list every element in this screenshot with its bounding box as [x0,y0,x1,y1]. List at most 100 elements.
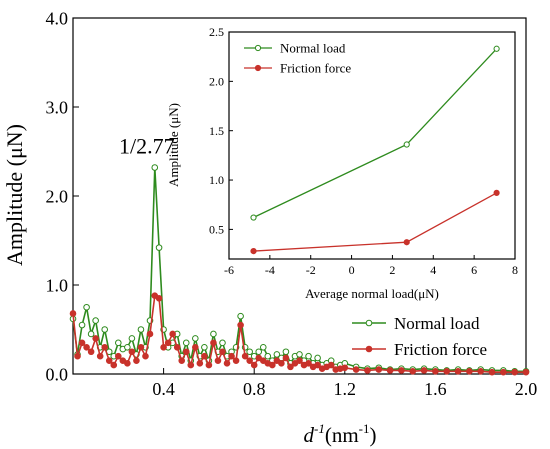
series-point-1 [201,352,208,360]
series-point-1 [214,357,222,364]
x-tick-label: -4 [265,263,275,277]
series-point-1 [386,367,394,374]
x-label-unit: (nm [325,423,359,447]
y-tick-label: 2.0 [46,186,69,206]
x-tick-label: 6 [471,263,477,277]
y-tick-label: 2.5 [209,25,224,39]
series-point-1 [522,368,530,376]
series-point-0 [305,352,312,360]
series-point-1 [269,361,276,369]
series-point-1 [403,239,410,246]
x-label-symbol: d [303,423,314,447]
series-point-0 [493,45,500,52]
series-point-0 [273,351,281,358]
series-point-1 [237,321,244,329]
series-point-0 [192,335,199,342]
series-point-1 [282,354,290,362]
inset-x-ticks: -6 -4 -2 0 2 4 6 8 [224,255,518,277]
series-point-0 [282,348,290,356]
series-point-1 [477,368,485,375]
series-point-1 [83,344,90,351]
series-point-0 [92,317,99,324]
series-point-0 [201,344,208,351]
series-point-1 [420,367,428,374]
series-point-0 [219,339,226,347]
series-point-0 [210,330,217,338]
x-label-unit-superscript: -1 [359,421,370,436]
series-point-1 [74,352,81,360]
series-point-1 [250,361,258,369]
series-point-1 [314,361,321,369]
x-label-superscript: -1 [314,421,325,436]
series-point-0 [255,348,263,356]
series-point-1 [192,344,199,351]
series-point-0 [151,164,159,171]
series-point-1 [105,357,113,364]
series-point-1 [228,352,235,360]
series-point-1 [278,360,285,367]
series-point-1 [219,348,226,356]
series-point-1 [124,360,131,367]
series-point-0 [403,141,410,148]
series-point-0 [246,348,253,356]
series-point-0 [101,326,109,333]
peak-annotation: 1/2.77 [119,134,175,159]
x-tick-label: 8 [512,263,518,277]
x-tick-label: 0.8 [243,379,266,399]
inset-series-layer [250,45,500,255]
series-point-1 [223,360,231,367]
y-tick-label: 3.0 [46,97,69,117]
series-point-1 [287,363,294,371]
series-point-1 [178,357,186,364]
x-tick-label: -6 [224,263,234,277]
series-point-1 [128,348,136,356]
series-point-0 [137,326,145,333]
x-tick-label: 1.2 [334,379,357,399]
series-point-1 [341,364,349,372]
series-point-0 [115,339,122,347]
series-point-1 [160,344,167,351]
legend-label-1: Friction force [394,340,487,359]
x-label-close: ) [370,423,377,447]
y-tick-label: 0.0 [46,364,69,384]
series-point-1 [375,366,383,373]
series-point-1 [250,248,257,255]
series-point-1 [454,368,462,375]
series-point-1 [232,357,240,364]
series-point-1 [142,352,149,360]
series-point-1 [241,352,249,360]
series-point-1 [398,367,405,374]
series-point-1 [493,189,500,196]
inset-plot-frame [228,31,516,260]
x-tick-label: 4 [430,263,436,277]
series-point-1 [173,344,181,351]
series-point-1 [146,330,154,338]
legend-marker-0 [254,44,262,52]
series-point-0 [314,354,321,362]
legend-label-1: Friction force [280,61,351,76]
series-point-1 [364,367,371,374]
series-point-0 [87,330,95,338]
y-tick-label: 1.5 [209,124,224,138]
series-point-1 [115,352,122,360]
y-tick-label: 0.5 [209,223,224,237]
y-tick-label: 1.0 [209,173,224,187]
series-point-1 [101,344,109,351]
main-x-axis-label: d-1(nm-1) [303,421,376,447]
series-point-1 [511,368,518,376]
series-point-1 [87,348,95,356]
series-point-0 [128,335,136,342]
y-tick-label: 2.0 [209,75,224,89]
inset-background [229,32,515,259]
main-y-axis-label: Amplitude (μN) [2,124,27,266]
main-series-layer [69,164,530,376]
x-tick-label: -2 [306,263,316,277]
legend-label-0: Normal load [280,41,346,56]
x-tick-label: 2 [389,263,395,277]
inset-plot: 0.5 1.0 1.5 2.0 2.5 -6 -4 -2 0 2 4 6 8 Amplitude (μ… [166,25,518,301]
series-point-1 [443,368,451,375]
main-y-ticks: 0.0 1.0 2.0 3.0 4.0 [46,8,79,384]
series-point-1 [488,368,496,376]
inset-y-axis-label: Amplitude (μN) [166,103,181,187]
